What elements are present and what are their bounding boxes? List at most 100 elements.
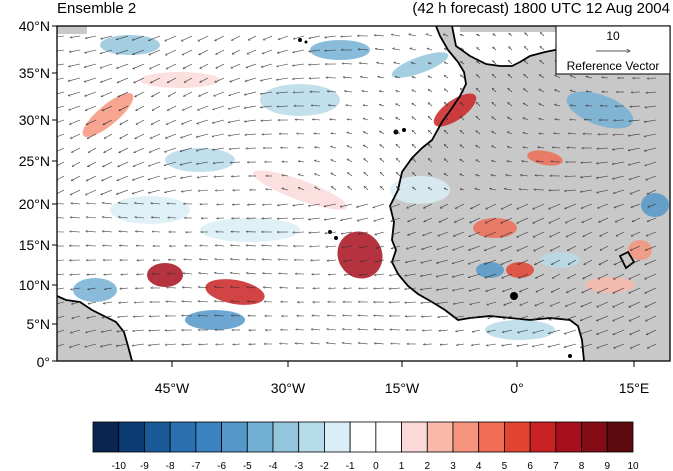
wind-vector bbox=[309, 64, 321, 65]
wind-vector bbox=[68, 91, 81, 96]
wind-vector bbox=[444, 49, 449, 50]
wind-vector bbox=[200, 63, 209, 69]
colorbar-label: 9 bbox=[605, 461, 611, 471]
wind-vector bbox=[396, 158, 401, 163]
wind-vector bbox=[215, 315, 225, 316]
wind-vector bbox=[437, 301, 449, 304]
wind-vector bbox=[487, 329, 497, 332]
wind-vector bbox=[373, 203, 385, 208]
colorbar-swatch bbox=[221, 421, 248, 453]
wind-vector bbox=[214, 301, 225, 302]
wind-vector bbox=[551, 161, 561, 162]
lon-label: 45°W bbox=[155, 380, 190, 396]
wind-vector bbox=[532, 343, 545, 347]
wind-vector bbox=[452, 273, 465, 277]
wind-vector bbox=[119, 147, 129, 153]
wind-vector bbox=[565, 203, 577, 209]
wind-vector bbox=[409, 34, 417, 37]
wind-vector bbox=[477, 48, 481, 51]
wind-vector bbox=[460, 88, 465, 93]
wind-vector bbox=[309, 49, 321, 52]
colorbar-swatch bbox=[452, 421, 480, 453]
wind-vector bbox=[568, 259, 577, 265]
wind-vector bbox=[57, 343, 65, 347]
wind-vector bbox=[167, 203, 177, 204]
wind-vector bbox=[164, 147, 177, 152]
wind-vector bbox=[217, 204, 225, 205]
colorbar-label: -2 bbox=[320, 461, 329, 471]
wind-vector bbox=[428, 159, 433, 163]
wind-vector bbox=[540, 32, 545, 37]
wind-vector bbox=[518, 259, 529, 265]
wind-vector bbox=[565, 176, 577, 177]
wind-vector bbox=[343, 77, 353, 78]
wind-vector bbox=[428, 63, 433, 64]
wind-vector bbox=[493, 47, 497, 51]
wind-vector bbox=[276, 77, 289, 80]
wind-vector bbox=[85, 49, 97, 53]
wind-vector bbox=[420, 287, 433, 290]
colorbar-label: 1 bbox=[399, 461, 405, 471]
wind-vector bbox=[293, 218, 305, 219]
wind-vector bbox=[182, 344, 193, 345]
wind-vector bbox=[493, 61, 497, 65]
anomaly-blob bbox=[337, 231, 383, 279]
wind-vector bbox=[375, 231, 385, 235]
wind-vector bbox=[412, 117, 417, 121]
wind-vector bbox=[198, 35, 209, 41]
wind-vector bbox=[412, 90, 417, 93]
wind-vector bbox=[454, 315, 465, 318]
anomaly-blob bbox=[165, 148, 235, 172]
wind-vector bbox=[198, 287, 209, 288]
wind-vector bbox=[262, 204, 273, 205]
wind-vector bbox=[422, 245, 433, 249]
wind-vector bbox=[436, 273, 449, 277]
wind-vector bbox=[200, 77, 209, 82]
wind-vector bbox=[358, 343, 369, 344]
wind-vector bbox=[260, 77, 273, 81]
wind-vector bbox=[612, 175, 625, 179]
wind-vector bbox=[533, 217, 545, 223]
longitude-ticks bbox=[171, 361, 635, 367]
wind-vector bbox=[119, 302, 129, 303]
wind-vector bbox=[375, 49, 385, 51]
wind-vector bbox=[477, 61, 481, 65]
wind-vector bbox=[232, 204, 241, 205]
wind-vector bbox=[485, 217, 497, 223]
wind-vector bbox=[586, 91, 593, 92]
wind-vector bbox=[134, 147, 145, 153]
wind-vector bbox=[231, 35, 241, 41]
wind-vector bbox=[550, 245, 561, 251]
wind-vector bbox=[101, 91, 113, 97]
wind-vector bbox=[486, 287, 497, 291]
wind-vector bbox=[136, 119, 145, 125]
colorbar-label: 4 bbox=[476, 461, 482, 471]
wind-vector bbox=[71, 175, 81, 181]
wind-vector bbox=[632, 217, 641, 222]
wind-vector bbox=[212, 147, 225, 150]
latitude-axis: 40°N 35°N 30°N 25°N 20°N 15°N 10°N 5°N 0… bbox=[19, 18, 50, 370]
wind-vector bbox=[470, 301, 481, 305]
wind-vector bbox=[630, 106, 641, 107]
wind-vector bbox=[602, 77, 609, 78]
wind-vector bbox=[348, 186, 353, 191]
wind-vector bbox=[580, 175, 593, 177]
wind-vector bbox=[309, 232, 321, 233]
wind-vector bbox=[327, 91, 337, 92]
wind-vector bbox=[471, 315, 481, 318]
wind-vector bbox=[554, 133, 561, 134]
wind-vector bbox=[166, 119, 177, 125]
wind-vector bbox=[379, 91, 385, 92]
wind-vector bbox=[452, 259, 465, 264]
wind-vector bbox=[645, 105, 657, 107]
wind-vector bbox=[614, 203, 625, 208]
wind-vector bbox=[584, 259, 593, 265]
wind-vector bbox=[440, 344, 449, 345]
wind-vector bbox=[629, 119, 641, 121]
wind-vector bbox=[197, 175, 209, 178]
wind-vector bbox=[295, 343, 305, 344]
wind-vector bbox=[331, 187, 337, 191]
wind-vector bbox=[344, 91, 353, 92]
wind-vector bbox=[564, 343, 577, 347]
wind-vector bbox=[492, 131, 497, 135]
